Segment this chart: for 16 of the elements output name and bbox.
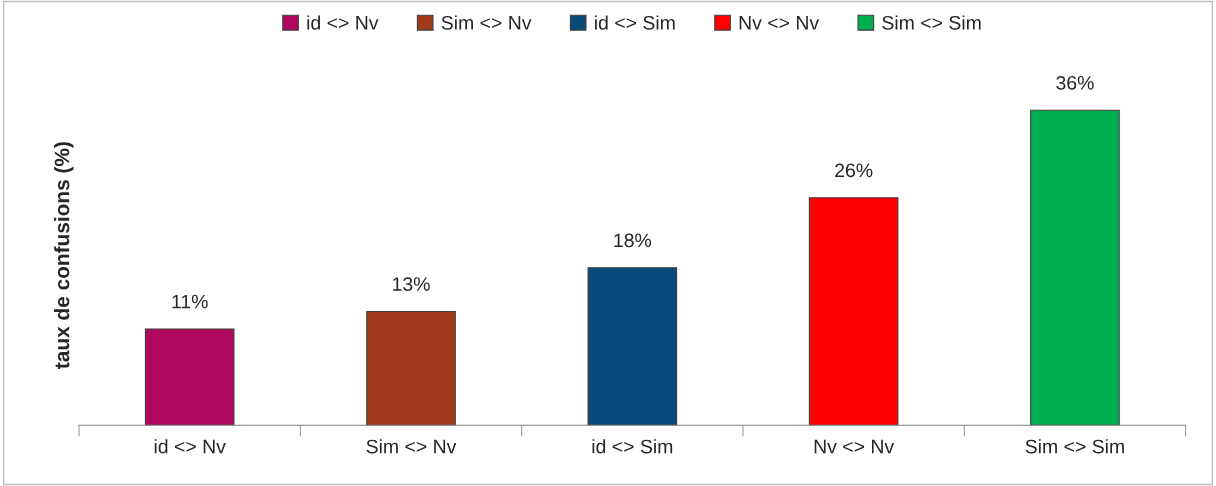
x-tick-label: Sim <> Sim	[1025, 439, 1124, 454]
x-tick-label: Nv <> Nv	[814, 439, 895, 454]
x-tick-label: id <> Nv	[154, 439, 226, 454]
data-label: 36%	[1056, 75, 1094, 90]
legend-label: id <> Sim	[595, 15, 675, 30]
legend-label: Nv <> Nv	[739, 16, 820, 30]
legend-label: Sim <> Sim	[882, 15, 981, 30]
x-tick-label: id <> Sim	[592, 439, 673, 454]
y-axis-title: taux de confusions (%)	[54, 142, 74, 369]
x-tick-label: Sim <> Nv	[366, 439, 457, 454]
legend-label: Sim <> Nv	[441, 15, 532, 30]
data-label: 18%	[614, 233, 652, 248]
data-label: 11%	[172, 294, 208, 309]
data-label: 26%	[835, 163, 873, 178]
data-label: 13%	[393, 277, 430, 291]
legend-label: id <> Nv	[307, 15, 379, 30]
